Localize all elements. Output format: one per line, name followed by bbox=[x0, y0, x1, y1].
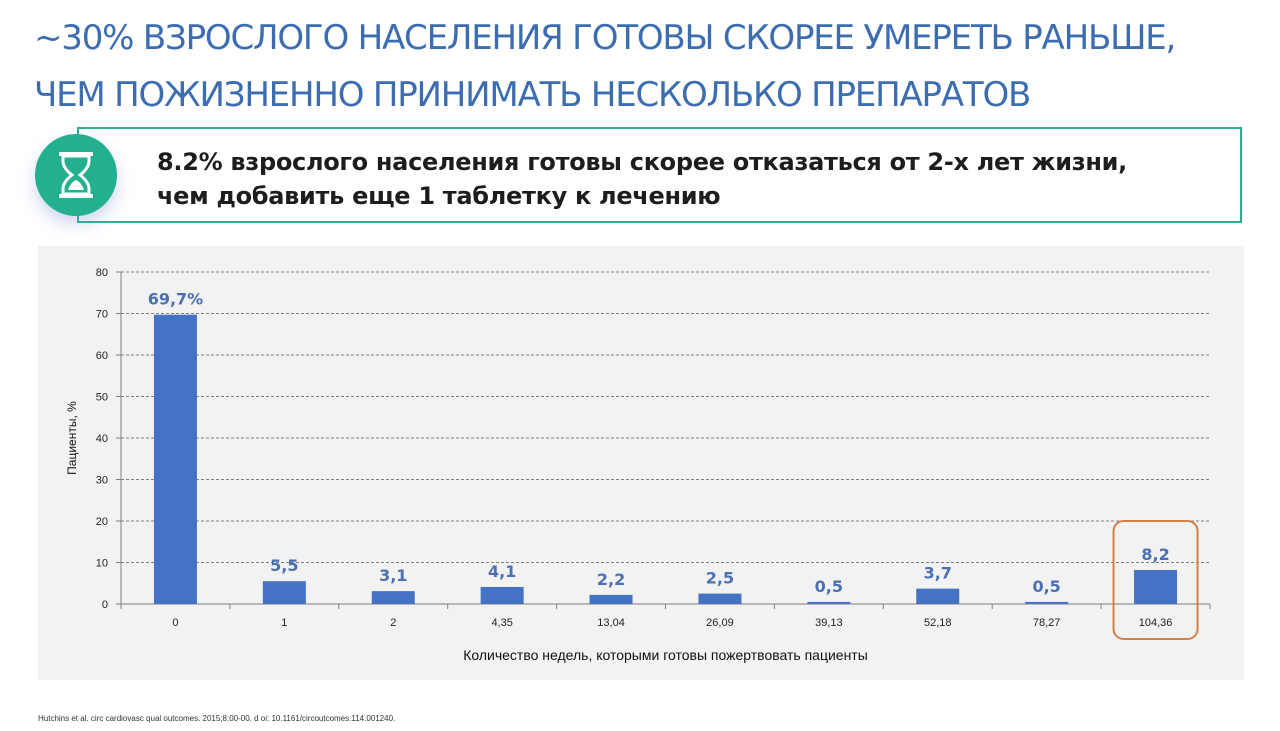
x-tick-label: 0 bbox=[172, 617, 178, 629]
x-tick-label: 2 bbox=[390, 617, 396, 629]
slide-title: ~30% ВЗРОСЛОГО НАСЕЛЕНИЯ ГОТОВЫ СКОРЕЕ У… bbox=[34, 10, 1280, 124]
data-label: 5,5 bbox=[270, 556, 298, 575]
y-tick-label: 0 bbox=[102, 599, 108, 611]
x-axis-title: Количество недель, которыми готовы пожер… bbox=[463, 647, 868, 663]
x-tick-label: 1 bbox=[281, 617, 287, 629]
slide-title-line-1: ~30% ВЗРОСЛОГО НАСЕЛЕНИЯ ГОТОВЫ СКОРЕЕ У… bbox=[34, 18, 1176, 58]
y-tick-label: 70 bbox=[96, 309, 108, 321]
x-tick-label: 52,18 bbox=[924, 617, 952, 629]
bar bbox=[589, 594, 633, 604]
bar bbox=[916, 588, 960, 604]
callout-box: 8.2% взрослого населения готовы скорее о… bbox=[77, 127, 1242, 223]
data-label: 2,2 bbox=[597, 570, 625, 589]
bar bbox=[1025, 601, 1069, 604]
x-tick-label: 39,13 bbox=[815, 617, 843, 629]
hourglass-icon bbox=[59, 152, 93, 198]
bar bbox=[153, 314, 197, 604]
y-tick-label: 50 bbox=[96, 392, 108, 404]
y-axis-title: Пациенты, % bbox=[65, 401, 79, 475]
highlight-box bbox=[1112, 520, 1199, 640]
bar bbox=[1134, 569, 1178, 604]
callout-line-1: 8.2% взрослого населения готовы скорее о… bbox=[157, 148, 1127, 176]
y-tick-label: 40 bbox=[96, 433, 108, 445]
y-tick-label: 30 bbox=[96, 475, 108, 487]
y-tick-label: 80 bbox=[96, 267, 108, 279]
data-label: 2,5 bbox=[706, 569, 734, 588]
x-tick-label: 26,09 bbox=[706, 617, 734, 629]
callout-text: 8.2% взрослого населения готовы скорее о… bbox=[157, 145, 1127, 213]
chart-panel: 0 10 20 30 40 50 60 70 80 69,7% 0 5,5 1 3,1 2 4,1 4,35 2,… bbox=[38, 246, 1244, 680]
y-tick-label: 10 bbox=[96, 558, 108, 570]
callout-line-2: чем добавить еще 1 таблетку к лечению bbox=[157, 182, 721, 210]
x-tick-label: 4,35 bbox=[491, 617, 512, 629]
x-tick-label: 13,04 bbox=[597, 617, 625, 629]
footnote-citation: Hutchins et al. circ cardiovasc qual out… bbox=[38, 714, 396, 723]
slide-title-line-2: ЧЕМ ПОЖИЗНЕННО ПРИНИМАТЬ НЕСКОЛЬКО ПРЕПА… bbox=[34, 75, 1031, 115]
data-label: 0,5 bbox=[1032, 577, 1060, 596]
bar bbox=[262, 581, 306, 604]
y-tick-label: 60 bbox=[96, 350, 108, 362]
bar bbox=[807, 601, 851, 604]
bar-chart: 0 10 20 30 40 50 60 70 80 69,7% 0 5,5 1 3,1 2 4,1 4,35 2,… bbox=[65, 267, 1211, 663]
bar bbox=[371, 591, 415, 604]
data-label: 4,1 bbox=[488, 562, 516, 581]
data-label: 69,7% bbox=[148, 290, 204, 309]
data-label: 3,7 bbox=[924, 564, 952, 583]
hourglass-icon-badge bbox=[35, 134, 117, 216]
data-label: 3,1 bbox=[379, 566, 407, 585]
data-label: 0,5 bbox=[815, 577, 843, 596]
y-tick-label: 20 bbox=[96, 516, 108, 528]
bar bbox=[480, 586, 524, 604]
x-tick-label: 78,27 bbox=[1033, 617, 1061, 629]
x-tick-label: 104,36 bbox=[1139, 617, 1173, 629]
bar bbox=[698, 593, 742, 604]
data-label: 8,2 bbox=[1141, 545, 1169, 564]
